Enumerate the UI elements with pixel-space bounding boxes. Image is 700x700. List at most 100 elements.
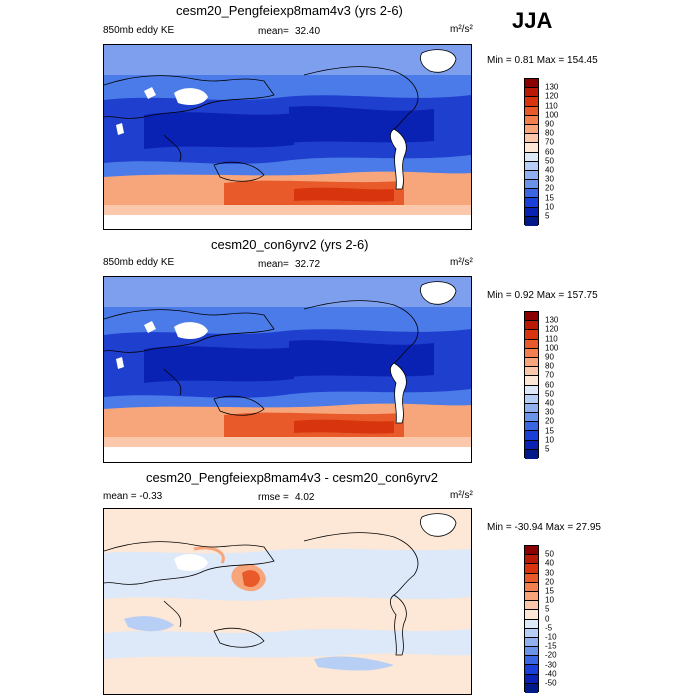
colorbar-cell [525,376,538,386]
panel3-colorbar [524,545,539,693]
colorbar-tick-label: 90 [545,119,554,129]
colorbar-cell [525,440,538,450]
colorbar-tick-label: 40 [545,165,554,175]
panel2-minmax: Min = 0.92 Max = 157.75 [487,290,598,301]
colorbar-cell [525,591,538,602]
colorbar-cell [525,357,538,368]
colorbar-cell [525,683,538,693]
colorbar-tick-label: 15 [545,426,554,436]
colorbar-cell [525,385,538,395]
colorbar-tick-label: 20 [545,416,554,426]
panel2-title: cesm20_con6yrv2 (yrs 2-6) [211,237,369,252]
season-title: JJA [512,8,553,33]
colorbar-cell [525,564,538,574]
colorbar-cell [525,79,538,89]
colorbar-tick-label: 100 [545,343,559,353]
colorbar-tick-label: 20 [545,183,554,193]
colorbar-tick-label: -5 [545,623,553,633]
panel2-map-svg [104,277,471,462]
colorbar-tick-label: 120 [545,91,559,101]
panel2-colorbar [524,311,539,459]
colorbar-tick-label: 110 [545,101,558,111]
colorbar-cell [525,665,538,675]
colorbar-tick-label: 5 [545,444,550,454]
colorbar-tick-label: 50 [545,156,554,166]
colorbar-cell [525,403,538,414]
colorbar-tick-label: 130 [545,82,559,92]
colorbar-tick-label: 70 [545,137,554,147]
colorbar-cell [525,555,538,565]
panel3-title: cesm20_Pengfeiexp8mam4v3 - cesm20_con6yr… [146,470,438,485]
colorbar-cell [525,582,538,592]
colorbar-cell [525,124,538,135]
colorbar-tick-label: 40 [545,558,554,568]
colorbar-cell [525,189,538,199]
colorbar-cell [525,546,538,556]
colorbar-cell [525,619,538,629]
colorbar-cell [525,601,538,611]
colorbar-tick-label: 120 [545,324,559,334]
colorbar-cell [525,628,538,638]
colorbar-tick-label: 10 [545,595,554,605]
colorbar-cell [525,88,538,98]
colorbar-tick-label: 30 [545,407,554,417]
colorbar-cell [525,573,538,583]
colorbar-cell [525,647,538,657]
panel3-mean-label: mean = -0.33 [103,491,163,502]
colorbar-tick-label: -50 [545,678,557,688]
panel3-map-svg [104,509,471,694]
colorbar-tick-label: 130 [545,315,559,325]
panel3-units: m²/s² [450,490,473,501]
colorbar-cell [525,106,538,116]
colorbar-cell [525,449,538,459]
colorbar-tick-label: 15 [545,586,554,596]
colorbar-cell [525,170,538,181]
colorbar-tick-label: -30 [545,660,557,670]
colorbar-cell [525,422,538,432]
colorbar-tick-label: -15 [545,641,557,651]
panel2-variable-label: 850mb eddy KE [103,257,175,268]
colorbar-cell [525,143,538,153]
panel3-minmax: Min = -30.94 Max = 27.95 [487,522,601,533]
colorbar-tick-label: 10 [545,435,554,445]
colorbar-tick-label: -40 [545,669,557,679]
panel1-units: m²/s² [450,24,473,35]
colorbar-tick-label: 20 [545,577,554,587]
colorbar-cell [525,207,538,217]
panel1-colorbar [524,78,539,226]
colorbar-cell [525,321,538,331]
colorbar-tick-label: -20 [545,650,557,660]
colorbar-tick-label: 50 [545,549,554,559]
colorbar-tick-label: 15 [545,193,554,203]
panel1-mean-label: mean= [258,26,289,37]
panel1-variable-label: 850mb eddy KE [103,25,175,36]
colorbar-cell [525,367,538,377]
colorbar-tick-label: 10 [545,202,554,212]
colorbar-tick-label: 80 [545,361,554,371]
panel1-minmax: Min = 0.81 Max = 154.45 [487,55,598,66]
panel1-map [103,44,472,230]
colorbar-tick-label: 110 [545,334,558,344]
panel1-title: cesm20_Pengfeiexp8mam4v3 (yrs 2-6) [176,3,403,18]
colorbar-tick-label: 5 [545,604,550,614]
colorbar-cell [525,216,538,226]
panel3-rmse-value: 4.02 [295,492,315,503]
colorbar-tick-label: 0 [545,614,550,624]
colorbar-tick-label: -10 [545,632,557,642]
colorbar-cell [525,312,538,322]
panel1-mean-value: 32.40 [295,26,321,37]
panel3-rmse-label: rmse = [258,492,289,503]
colorbar-tick-label: 30 [545,568,554,578]
colorbar-tick-label: 60 [545,380,554,390]
panel2-map [103,276,472,463]
panel1-map-svg [104,45,471,229]
colorbar-tick-label: 5 [545,211,550,221]
colorbar-cell [525,394,538,404]
colorbar-cell [525,674,538,684]
colorbar-cell [525,610,538,620]
colorbar-tick-label: 70 [545,370,554,380]
colorbar-cell [525,198,538,208]
panel2-units: m²/s² [450,257,473,268]
colorbar-tick-label: 60 [545,147,554,157]
colorbar-cell [525,161,538,171]
